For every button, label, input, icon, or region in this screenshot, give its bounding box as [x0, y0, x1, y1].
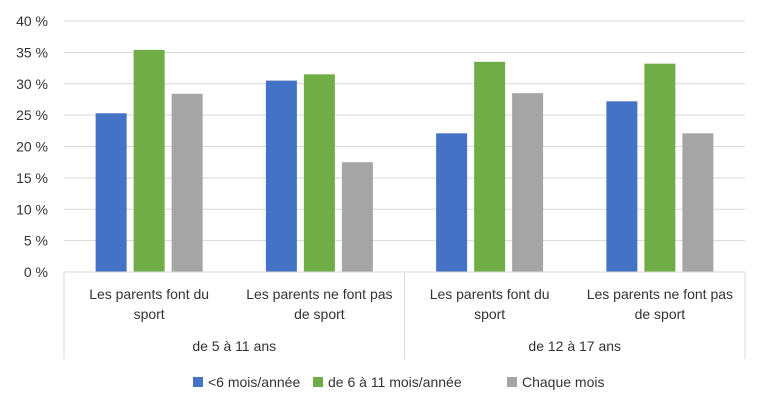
bar: [474, 61, 506, 272]
category-label: Les parents ne font pas: [587, 286, 733, 302]
bar: [606, 101, 638, 272]
bar: [512, 93, 544, 272]
category-label: de sport: [294, 306, 345, 322]
legend-swatch: [507, 377, 517, 387]
y-axis-ticks: 0 % 5 % 10 % 15 % 20 % 25 % 30 % 35 % 40 %: [16, 13, 48, 280]
legend-label: Chaque mois: [522, 374, 605, 390]
bar: [171, 93, 203, 272]
y-tick-label: 0 %: [24, 264, 48, 280]
y-tick-label: 30 %: [16, 76, 48, 92]
y-tick-label: 10 %: [16, 201, 48, 217]
legend-label: <6 mois/année: [208, 374, 300, 390]
legend-swatch: [193, 377, 203, 387]
bars: [95, 49, 714, 273]
bar: [436, 133, 468, 272]
group-labels: de 5 à 11 ans de 12 à 17 ans: [192, 338, 621, 354]
category-label: Les parents font du: [430, 286, 550, 302]
bar: [133, 49, 165, 272]
legend-swatch: [313, 377, 323, 387]
bar: [644, 63, 676, 272]
y-tick-label: 25 %: [16, 107, 48, 123]
y-tick-label: 5 %: [24, 233, 48, 249]
bar: [265, 80, 297, 272]
category-label: Les parents ne font pas: [246, 286, 392, 302]
y-tick-label: 15 %: [16, 170, 48, 186]
group-label: de 12 à 17 ans: [528, 338, 621, 354]
y-tick-label: 35 %: [16, 44, 48, 60]
group-label: de 5 à 11 ans: [192, 338, 276, 354]
bar: [341, 162, 373, 272]
legend: <6 mois/année de 6 à 11 mois/année Chaque …: [193, 374, 605, 390]
category-labels: Les parents font du sport Les parents ne f…: [89, 286, 733, 322]
bar: [303, 74, 335, 273]
category-label: de sport: [635, 306, 686, 322]
gridlines: [64, 20, 745, 242]
category-label: Les parents font du: [89, 286, 209, 302]
bar: [95, 113, 127, 273]
bar: [682, 133, 714, 272]
category-label: sport: [474, 306, 505, 322]
legend-label: de 6 à 11 mois/année: [328, 374, 462, 390]
y-tick-label: 20 %: [16, 139, 48, 155]
y-tick-label: 40 %: [16, 13, 48, 29]
category-label: sport: [134, 306, 165, 322]
x-axis: [63, 271, 746, 359]
